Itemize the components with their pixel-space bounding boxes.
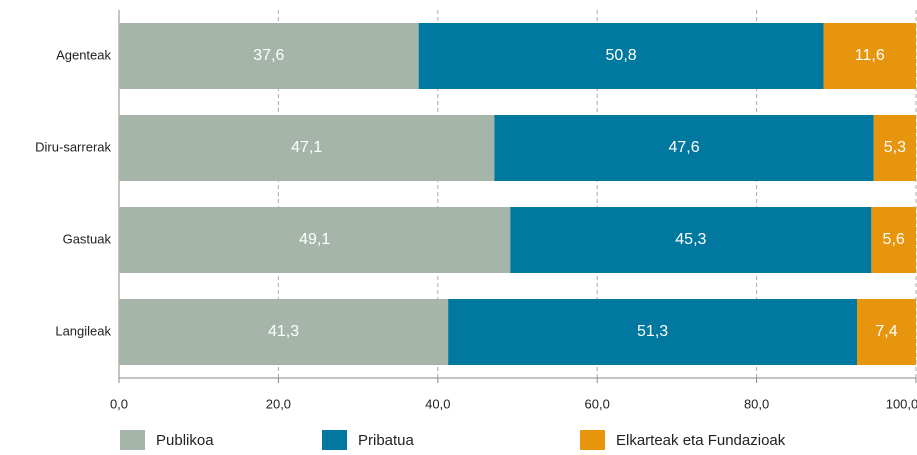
- value-label: 47,1: [291, 139, 322, 156]
- bar: [510, 207, 872, 273]
- y-tick-label: Diru-sarrerak: [35, 139, 111, 154]
- bar: [823, 23, 916, 89]
- legend-swatch: [120, 430, 145, 450]
- y-tick-label: Gastuak: [63, 231, 112, 246]
- x-tick-label: 100,0: [886, 396, 917, 411]
- value-label: 51,3: [637, 323, 668, 340]
- value-label: 5,6: [883, 231, 905, 248]
- value-label: 7,4: [875, 323, 897, 340]
- bar: [448, 299, 858, 365]
- value-label: 37,6: [253, 47, 284, 64]
- legend-label: Publikoa: [156, 432, 214, 449]
- x-tick-label: 40,0: [425, 396, 450, 411]
- y-tick-label: Langileak: [55, 323, 111, 338]
- x-tick-label: 0,0: [110, 396, 128, 411]
- value-label: 49,1: [299, 231, 330, 248]
- value-label: 5,3: [884, 139, 906, 156]
- x-tick-label: 20,0: [266, 396, 291, 411]
- value-label: 11,6: [855, 47, 885, 64]
- bar: [871, 207, 916, 273]
- bar: [119, 115, 495, 181]
- bar: [119, 299, 449, 365]
- bar: [494, 115, 874, 181]
- bar: [873, 115, 916, 181]
- legend-label: Elkarteak eta Fundazioak: [616, 432, 786, 449]
- x-tick-label: 60,0: [585, 396, 610, 411]
- value-label: 47,6: [669, 139, 700, 156]
- bar: [119, 23, 419, 89]
- value-label: 41,3: [268, 323, 299, 340]
- bar: [119, 207, 511, 273]
- bar: [857, 299, 916, 365]
- value-label: 45,3: [675, 231, 706, 248]
- legend-swatch: [322, 430, 347, 450]
- legend-label: Pribatua: [358, 432, 415, 449]
- bar: [418, 23, 824, 89]
- y-tick-label: Agenteak: [56, 47, 111, 62]
- legend-swatch: [580, 430, 605, 450]
- x-tick-label: 80,0: [744, 396, 769, 411]
- value-label: 50,8: [606, 47, 637, 64]
